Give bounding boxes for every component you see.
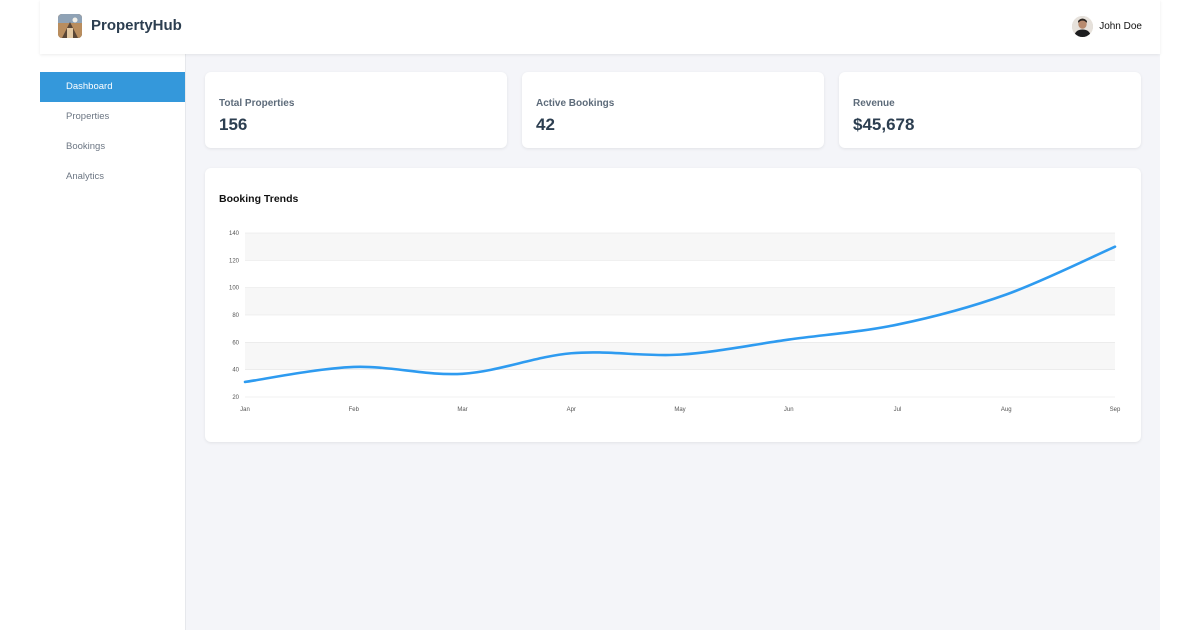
sidebar: Dashboard Properties Bookings Analytics (40, 54, 186, 630)
sidebar-item-analytics[interactable]: Analytics (66, 171, 105, 182)
x-tick-label: Sep (1110, 407, 1121, 413)
x-tick-label: Apr (567, 407, 576, 413)
x-tick-label: Jun (784, 407, 794, 413)
user-menu[interactable]: John Doe (1072, 16, 1142, 37)
y-tick-label: 100 (229, 286, 240, 292)
top-header: PropertyHub John Doe (40, 0, 1160, 54)
y-tick-label: 80 (232, 313, 239, 319)
chart-title: Booking Trends (219, 193, 299, 205)
x-tick-label: Mar (457, 407, 467, 413)
logo-icon[interactable] (58, 14, 82, 38)
y-tick-label: 140 (229, 231, 240, 237)
booking-trends-card: Booking Trends 20 40 60 80 100 120 140 Jan Feb Ma… (205, 168, 1141, 442)
grid-band (245, 287, 1115, 315)
stat-value: 156 (219, 115, 248, 134)
sidebar-item-bookings[interactable]: Bookings (66, 141, 106, 152)
x-tick-label: Jan (240, 407, 250, 413)
x-tick-label: May (674, 407, 685, 413)
y-tick-label: 20 (232, 395, 239, 401)
y-tick-label: 120 (229, 258, 240, 264)
booking-trends-chart: 20 40 60 80 100 120 140 Jan Feb Mar Apr May Jun Jul Au… (229, 231, 1121, 413)
avatar[interactable] (1072, 16, 1094, 37)
sidebar-nav: Dashboard Properties Bookings Analytics (40, 72, 185, 192)
user-name[interactable]: John Doe (1099, 21, 1142, 32)
app-title: PropertyHub (91, 17, 182, 34)
app-root: PropertyHub John Doe Dashboard Propertie… (40, 0, 1160, 630)
stat-label: Revenue (853, 98, 895, 109)
grid-band (245, 233, 1115, 261)
y-tick-label: 40 (232, 368, 239, 374)
y-tick-label: 60 (232, 340, 239, 346)
sidebar-item-dashboard[interactable]: Dashboard (40, 72, 185, 102)
stat-card-active-bookings: Active Bookings 42 (522, 72, 824, 148)
stat-label: Active Bookings (536, 98, 615, 109)
series-line (243, 245, 1117, 384)
x-tick-label: Feb (349, 407, 360, 413)
stat-value: 42 (536, 115, 555, 134)
stat-card-revenue: Revenue $45,678 (839, 72, 1141, 148)
x-tick-label: Aug (1001, 407, 1012, 413)
x-tick-label: Jul (894, 407, 902, 413)
sidebar-item-properties[interactable]: Properties (66, 111, 110, 122)
stat-value: $45,678 (853, 115, 915, 134)
grid-band (245, 342, 1115, 370)
stat-label: Total Properties (219, 98, 295, 109)
stat-card-total-properties: Total Properties 156 (205, 72, 507, 148)
